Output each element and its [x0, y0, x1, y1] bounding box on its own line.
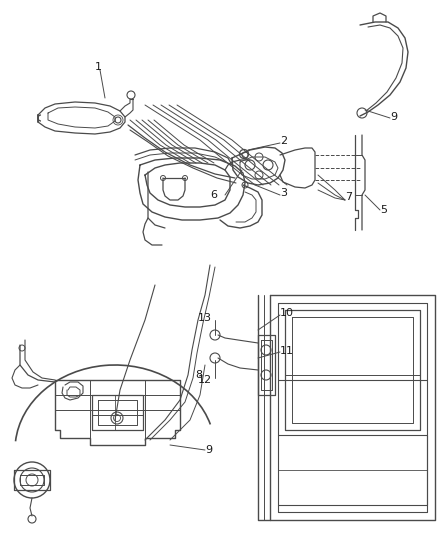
Text: 9: 9 [205, 445, 212, 455]
Text: 2: 2 [280, 136, 287, 146]
Text: 11: 11 [280, 346, 294, 356]
Text: 3: 3 [280, 188, 287, 198]
Text: 13: 13 [198, 313, 212, 323]
Text: 9: 9 [390, 112, 397, 122]
Text: 8: 8 [195, 370, 202, 380]
Text: 12: 12 [198, 375, 212, 385]
Text: 1: 1 [95, 62, 102, 72]
Text: 5: 5 [380, 205, 387, 215]
Text: 7: 7 [345, 192, 352, 202]
Text: 10: 10 [280, 308, 294, 318]
Text: 6: 6 [210, 190, 217, 200]
